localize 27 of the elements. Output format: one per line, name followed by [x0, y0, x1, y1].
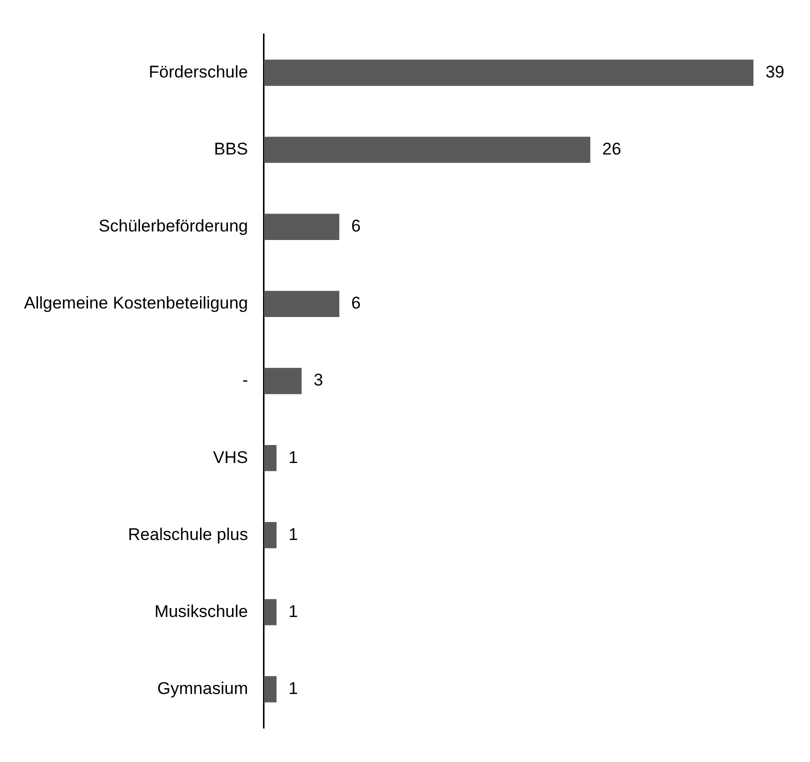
data-label: 6: [351, 216, 361, 236]
bar: [264, 522, 277, 548]
y-tick-label: VHS: [213, 448, 248, 467]
bar: [264, 214, 340, 240]
y-tick-label: Realschule plus: [128, 524, 248, 544]
bar: [264, 60, 754, 86]
data-label: 26: [602, 139, 622, 158]
bar: [264, 290, 340, 318]
data-label: 1: [288, 524, 298, 544]
y-tick-label: Schülerbeförderung: [98, 216, 248, 236]
y-tick-label: -: [242, 370, 248, 390]
data-label: 39: [765, 62, 784, 82]
data-label: 1: [288, 678, 298, 698]
data-label: 3: [314, 370, 324, 390]
data-label: 6: [351, 294, 361, 313]
y-tick-label: Allgemeine Kostenbeteiligung: [24, 294, 248, 313]
bar: [264, 444, 277, 472]
y-tick-label: Förderschule: [148, 62, 248, 82]
bar: [264, 136, 590, 163]
y-tick-label: Musikschule: [154, 602, 248, 621]
y-tick-label: Gymnasium: [157, 678, 248, 698]
y-tick-label: BBS: [214, 139, 248, 158]
bar: [264, 599, 277, 626]
data-label: 1: [288, 448, 298, 467]
bar: [264, 676, 277, 702]
bar: [264, 368, 302, 394]
data-label: 1: [288, 602, 298, 621]
